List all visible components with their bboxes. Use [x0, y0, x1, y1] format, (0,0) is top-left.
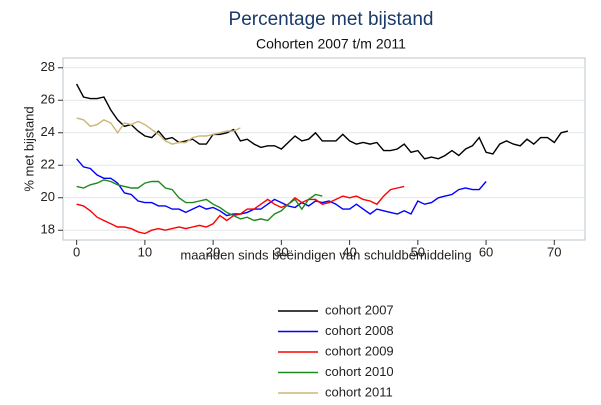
chart-title: Percentage met bijstand: [229, 9, 434, 30]
x-tick-label: 0: [73, 244, 80, 259]
y-tick-label: 24: [41, 124, 55, 139]
y-axis-label: % met bijstand: [21, 106, 36, 191]
legend-label: cohort 2010: [325, 364, 394, 379]
y-tick-label: 22: [41, 157, 55, 172]
series-line: [76, 179, 323, 222]
y-tick-label: 28: [41, 59, 55, 74]
series-line: [76, 185, 405, 235]
x-tick-label: 50: [411, 244, 425, 259]
x-tick-label: 10: [138, 244, 152, 259]
series-line: [76, 158, 487, 217]
x-tick-label: 20: [206, 244, 220, 259]
series-line: [75, 83, 569, 160]
chart-subtitle: Cohorten 2007 t/m 2011: [256, 36, 406, 52]
x-axis-label: maanden sinds beëindigen van schuldbemid…: [180, 247, 471, 262]
plot-area: [62, 57, 586, 241]
y-tick-label: 18: [41, 222, 55, 237]
x-tick-label: 30: [274, 244, 288, 259]
legend-label: cohort 2007: [325, 302, 394, 317]
series-line: [76, 117, 241, 145]
legend-label: cohort 2008: [325, 323, 394, 338]
legend-label: cohort 2009: [325, 343, 394, 358]
y-tick-label: 26: [41, 92, 55, 107]
x-tick-label: 70: [547, 244, 561, 259]
x-tick-label: 40: [342, 244, 356, 259]
x-tick-label: 60: [479, 244, 493, 259]
legend-label: cohort 2011: [325, 384, 393, 399]
y-tick-label: 20: [41, 189, 55, 204]
